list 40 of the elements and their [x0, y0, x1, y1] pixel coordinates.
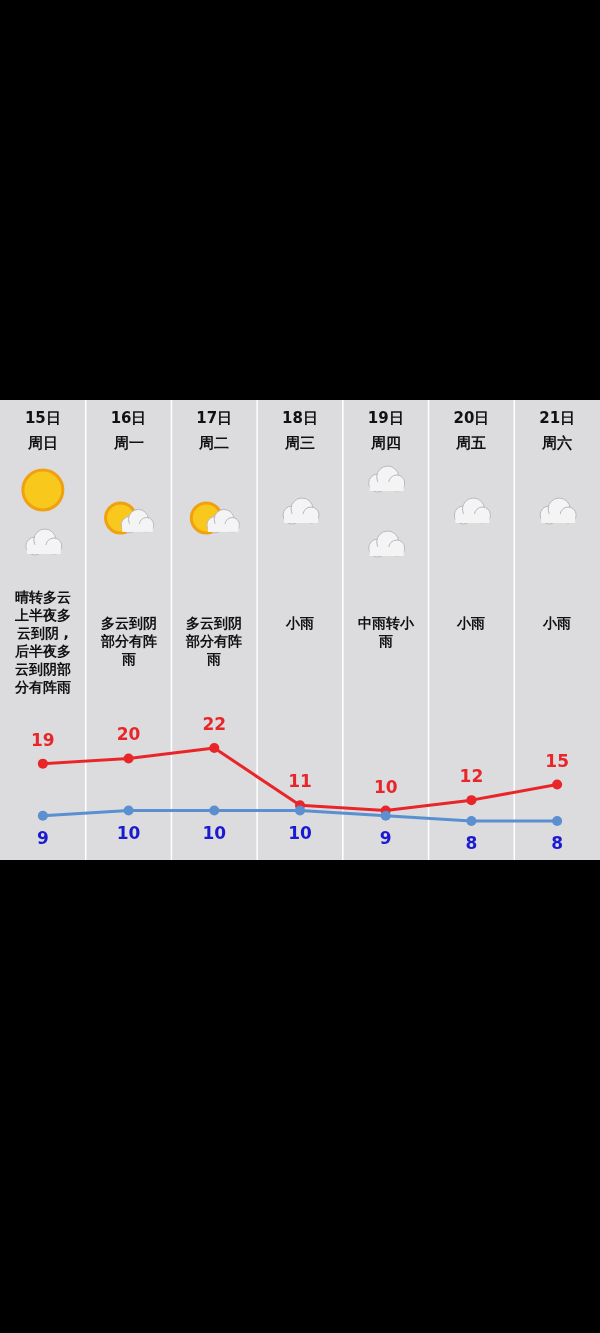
point	[466, 795, 477, 806]
data-label: 10	[202, 822, 227, 843]
data-label: 10	[116, 822, 141, 843]
data-label: 9	[36, 827, 49, 848]
point	[466, 816, 477, 826]
text: 中雨转小雨	[356, 614, 415, 650]
point	[552, 779, 563, 790]
point	[380, 810, 391, 821]
data-label: 20	[116, 724, 141, 745]
data-label: 10	[373, 776, 398, 797]
x-tick-label: 20日周五	[452, 408, 491, 454]
point	[552, 816, 563, 826]
x-tick-label: 18日周三	[281, 408, 319, 454]
text: 小雨	[456, 614, 487, 632]
data-label: 22	[202, 714, 227, 734]
point	[123, 753, 134, 764]
text: 多云到阴部分有阵雨	[99, 614, 158, 668]
data-label: 15	[545, 750, 569, 771]
data-label: 19	[31, 729, 55, 750]
x-tick-label: 16日周一	[109, 408, 148, 454]
data-label: 11	[288, 771, 312, 792]
point	[209, 805, 220, 816]
data-label: 8	[465, 833, 478, 853]
data-label: 9	[379, 827, 392, 848]
text: 晴转多云上半夜多云到阴 ,后半夜多云到阴部分有阵雨	[13, 588, 72, 696]
point	[295, 805, 305, 816]
x-tick-label: 17日周二	[195, 408, 234, 454]
text: 多云到阴部分有阵雨	[185, 614, 244, 668]
x-tick-label: 15日周日	[23, 408, 62, 454]
point	[209, 743, 220, 753]
data-label: 8	[551, 833, 564, 853]
x-tick-label: 21日周六	[538, 408, 577, 454]
point	[37, 758, 48, 769]
text: 小雨	[542, 614, 573, 632]
x-tick-label: 19日周四	[366, 408, 405, 454]
data-label: 10	[288, 822, 312, 843]
point	[123, 805, 134, 816]
text: 小雨	[285, 614, 315, 632]
data-label: 12	[459, 766, 484, 787]
point	[37, 810, 48, 821]
